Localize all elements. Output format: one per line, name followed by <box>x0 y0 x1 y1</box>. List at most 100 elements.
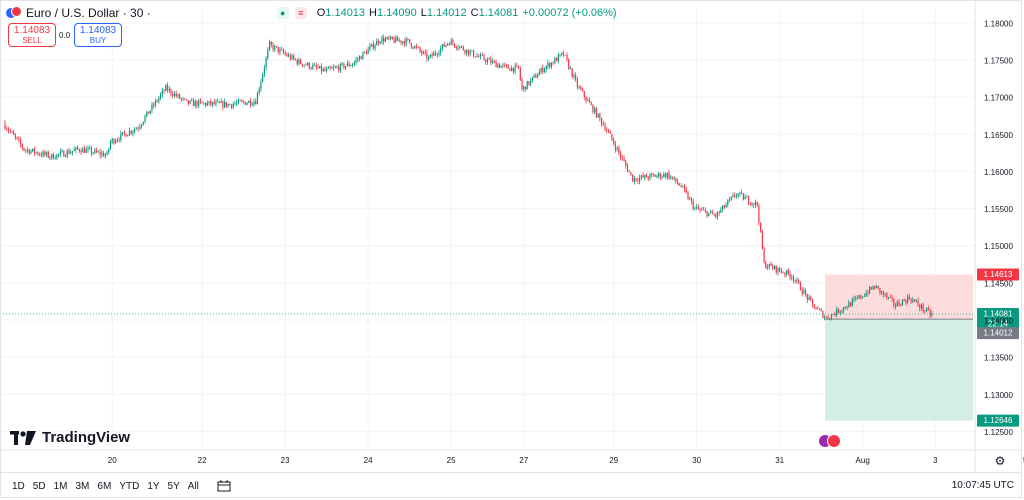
candle-body <box>747 196 750 204</box>
candle-body <box>841 310 843 312</box>
market-open-icon[interactable]: ● <box>276 7 289 19</box>
candle-body <box>682 185 684 187</box>
candle-body <box>550 62 553 67</box>
candle-body <box>108 148 110 153</box>
candle-body <box>670 176 672 179</box>
candle-body <box>879 287 881 293</box>
candle-body <box>282 49 284 53</box>
candle-body <box>656 175 658 177</box>
candle-body <box>639 177 641 182</box>
candle-body <box>33 148 35 153</box>
candle-body <box>924 310 926 312</box>
calendar-icon[interactable] <box>217 480 231 492</box>
range-1y[interactable]: 1Y <box>147 480 160 492</box>
take-profit-zone[interactable] <box>825 319 973 421</box>
buy-button[interactable]: 1.14083 BUY <box>74 23 122 47</box>
candle-body <box>462 46 464 51</box>
gear-icon[interactable]: ⚙ <box>994 454 1006 468</box>
candle-body <box>716 212 719 217</box>
candle-body <box>562 52 565 55</box>
candle-body <box>277 47 279 53</box>
candle-body <box>396 37 399 41</box>
candle-body <box>846 307 848 309</box>
candle-body <box>147 111 150 114</box>
range-all[interactable]: All <box>187 480 199 492</box>
candle-body <box>523 86 525 90</box>
buy-label: BUY <box>89 36 107 45</box>
candle-body <box>533 75 535 77</box>
range-5y[interactable]: 5Y <box>167 480 180 492</box>
candle-body <box>376 40 378 46</box>
candle-body <box>920 304 923 309</box>
candle-body <box>388 37 390 39</box>
candle-body <box>125 133 127 137</box>
candle-body <box>497 64 499 68</box>
candle-body <box>460 46 463 48</box>
flag-menu-icon[interactable]: ≡ <box>294 7 307 19</box>
price-tick-label: 1.16500 <box>984 131 1013 140</box>
events-markers[interactable] <box>818 434 842 448</box>
candle-body <box>251 104 253 106</box>
candle-body <box>177 94 179 97</box>
sell-button[interactable]: 1.14083 SELL <box>8 23 56 47</box>
candle-body <box>234 103 236 105</box>
candle-body <box>78 149 80 151</box>
candle-body <box>483 55 485 60</box>
range-3m[interactable]: 3M <box>75 480 90 492</box>
time-tick-label: 31 <box>775 456 784 465</box>
candle-body <box>613 139 615 145</box>
candle-body <box>379 41 381 44</box>
candle-body <box>92 152 94 154</box>
time-tick-label: 23 <box>281 456 290 465</box>
candle-body <box>180 98 182 100</box>
candle-body <box>647 177 649 179</box>
candle-body <box>146 111 148 117</box>
candle-body <box>875 286 878 289</box>
candle-body <box>52 154 55 159</box>
last-price-label-text: 22:14 <box>988 319 1009 328</box>
range-ytd[interactable]: YTD <box>119 480 140 492</box>
candle-body <box>760 222 762 232</box>
us-flag-icon[interactable] <box>827 434 841 448</box>
candle-body <box>179 94 181 99</box>
candle-body <box>367 49 369 54</box>
candle-body <box>16 137 18 139</box>
candle-body <box>808 296 810 300</box>
candle-body <box>779 267 781 271</box>
candle-body <box>414 46 416 49</box>
candle-body <box>121 132 124 134</box>
candle-body <box>232 104 234 108</box>
candle-body <box>275 46 278 48</box>
range-1d[interactable]: 1D <box>12 480 25 492</box>
candle-body <box>459 46 461 49</box>
candle-body <box>536 75 539 78</box>
candle-body <box>730 196 732 200</box>
candle-body <box>704 209 706 211</box>
clock-time[interactable]: 10:07:45 UTC <box>951 480 1014 491</box>
candle-body <box>360 56 362 60</box>
candle-body <box>517 65 520 69</box>
range-1m[interactable]: 1M <box>53 480 68 492</box>
range-5d[interactable]: 5D <box>32 480 46 492</box>
candle-body <box>599 113 601 119</box>
candle-body <box>905 300 907 303</box>
candle-body <box>293 55 295 59</box>
candle-body <box>310 68 312 70</box>
candle-body <box>407 38 409 40</box>
candle-body <box>619 152 622 158</box>
candle-body <box>645 174 648 178</box>
symbol-title[interactable]: Euro / U.S. Dollar · 30 · <box>26 6 151 20</box>
range-6m[interactable]: 6M <box>97 480 112 492</box>
candle-body <box>38 154 41 156</box>
candle-body <box>569 68 572 70</box>
stop-loss-zone[interactable] <box>825 274 973 320</box>
candle-body <box>128 130 131 136</box>
candle-body <box>403 41 406 45</box>
tradingview-logo[interactable]: TradingView <box>10 429 130 446</box>
candle-body <box>355 59 357 63</box>
candle-body <box>588 99 591 103</box>
candle-body <box>611 134 613 140</box>
candle-body <box>348 63 350 66</box>
